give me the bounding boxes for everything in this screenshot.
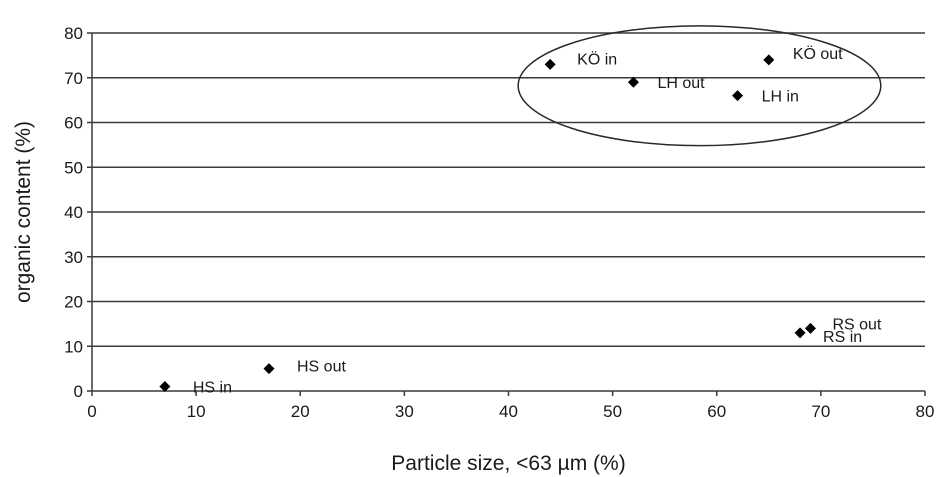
y-tick-label: 80 <box>64 24 83 43</box>
x-axis-title: Particle size, <63 µm (%) <box>391 452 625 475</box>
point-label-hs-in: HS in <box>193 380 232 397</box>
y-tick-label: 30 <box>64 248 83 267</box>
x-tick-label: 40 <box>499 402 518 421</box>
y-tick-label: 10 <box>64 337 83 356</box>
y-axis-title: organic content (%) <box>12 121 35 303</box>
point-k-out <box>763 54 775 66</box>
point-label-k-out: KÖ out <box>793 45 843 63</box>
x-tick-labels: 0 10 20 30 40 50 60 70 80 <box>87 391 934 421</box>
x-tick-label: 70 <box>811 402 830 421</box>
y-tick-label: 50 <box>64 158 83 177</box>
point-label-lh-out: LH out <box>657 75 705 92</box>
point-hs-out <box>263 363 275 375</box>
point-rs-out <box>804 322 816 334</box>
point-label-lh-in: LH in <box>762 89 799 106</box>
point-k-in <box>544 58 556 70</box>
x-tick-label: 30 <box>395 402 414 421</box>
x-tick-label: 10 <box>187 402 206 421</box>
point-label-k-in: KÖ in <box>577 50 617 68</box>
point-hs-in <box>159 381 171 393</box>
point-lh-in <box>732 90 744 102</box>
x-tick-label: 60 <box>707 402 726 421</box>
point-lh-out <box>627 76 639 88</box>
annotations <box>517 25 882 147</box>
x-tick-label: 50 <box>603 402 622 421</box>
x-tick-label: 80 <box>916 402 935 421</box>
x-tick-label: 20 <box>291 402 310 421</box>
grid-lines <box>92 32 925 347</box>
cluster-ellipse <box>517 25 882 147</box>
y-tick-label: 40 <box>64 203 83 222</box>
point-label-rs-in: RS in <box>823 329 862 346</box>
point-label-hs-out: HS out <box>297 359 346 376</box>
point-labels: HS in HS out KÖ in LH out LH in KÖ out RS inRS… <box>193 45 882 397</box>
point-label-rs-out: RS out <box>832 316 881 333</box>
y-tick-label: 0 <box>74 382 83 401</box>
x-tick-label: 0 <box>87 402 96 421</box>
y-tick-label: 60 <box>64 114 83 133</box>
y-tick-labels: 0 10 20 30 40 50 60 70 80 <box>64 24 92 401</box>
y-tick-label: 20 <box>64 293 83 312</box>
data-points <box>159 54 816 393</box>
point-rs-in <box>794 327 806 339</box>
y-tick-label: 70 <box>64 69 83 88</box>
